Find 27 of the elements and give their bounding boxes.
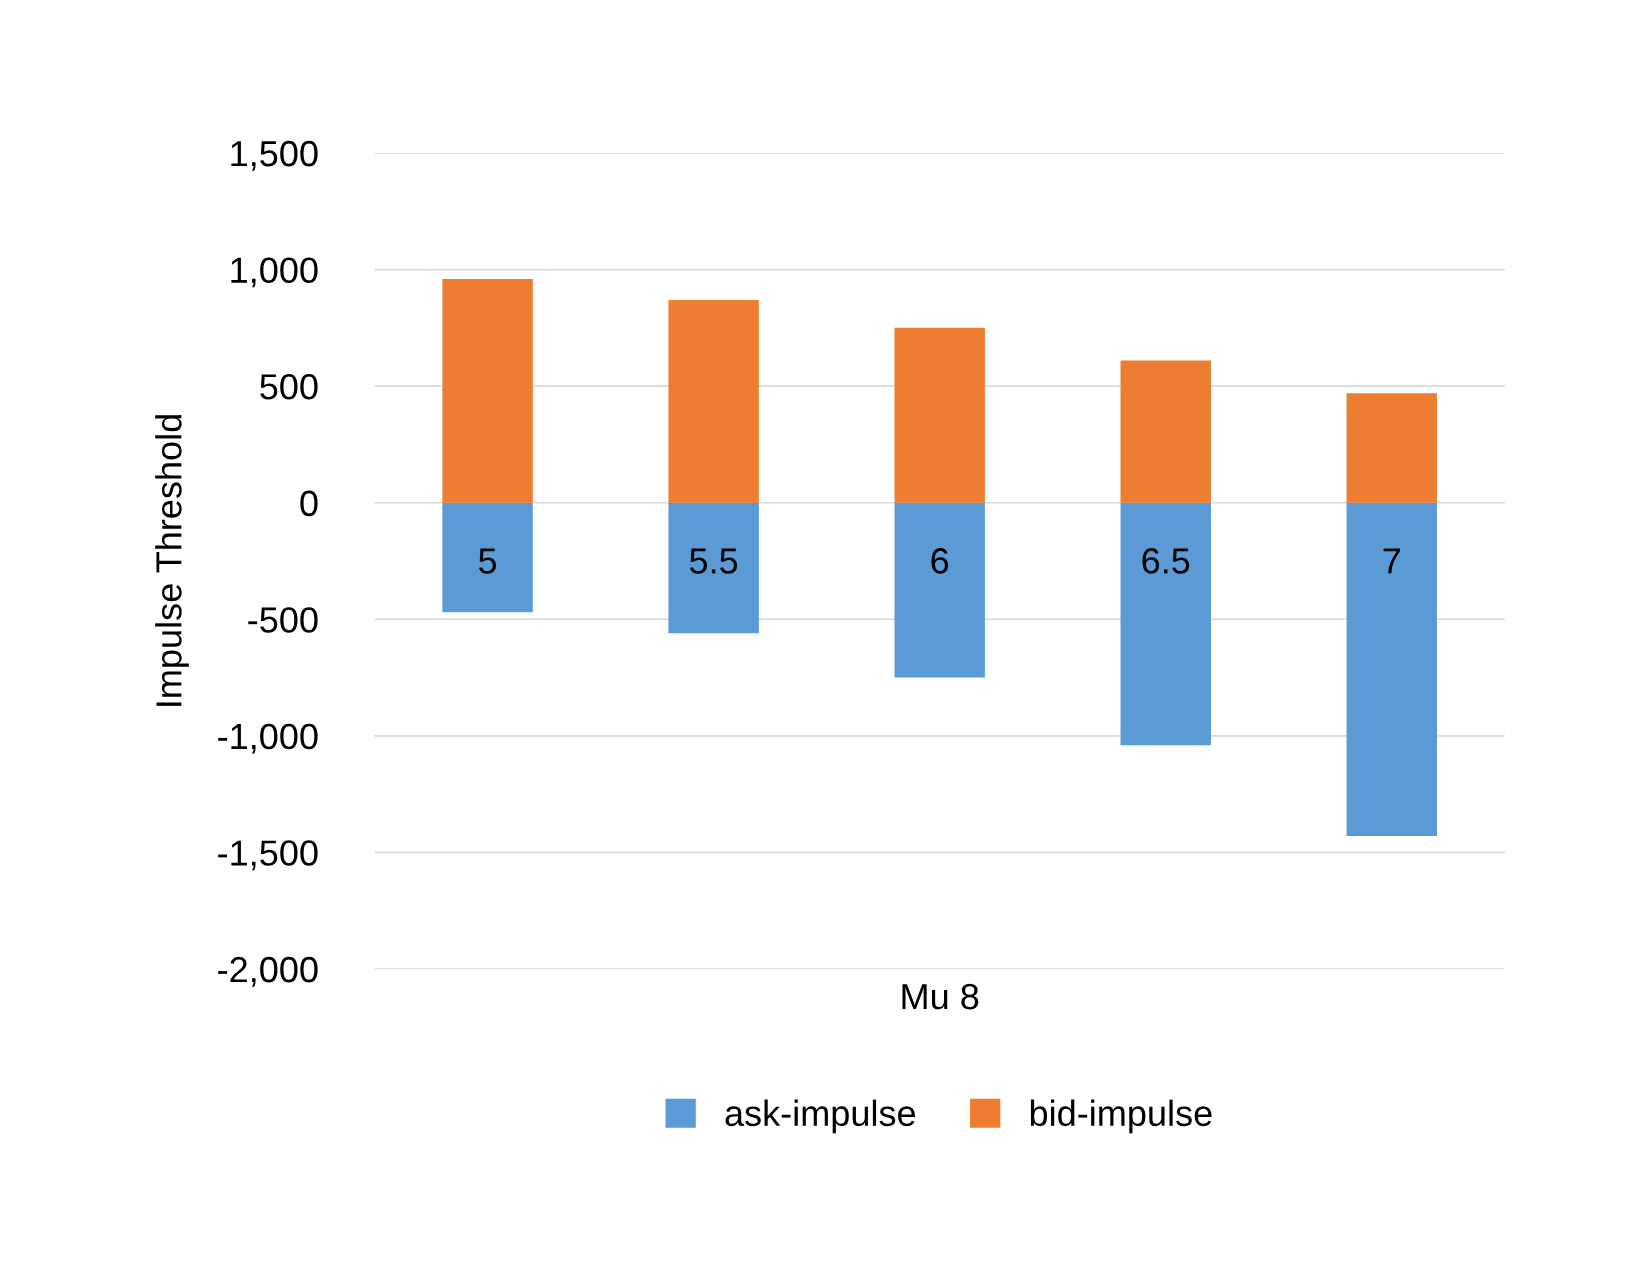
legend-label: ask-impulse [725, 1099, 915, 1134]
x-tick-label: 5.5 [689, 548, 738, 574]
bar [894, 502, 985, 678]
y-tick-label: 500 [260, 374, 318, 400]
legend-label: bid-impulse [1030, 1099, 1212, 1134]
bar [442, 502, 533, 613]
x-tick-label: 6 [931, 548, 949, 574]
y-tick-label: -2,000 [218, 956, 318, 987]
x-tick-label: 6.5 [1142, 548, 1190, 574]
y-tick-label: -1,500 [218, 840, 318, 871]
y-axis-title: Impulse Threshold [155, 415, 189, 706]
bar [1346, 502, 1437, 837]
bar [1346, 393, 1437, 503]
bar [668, 299, 759, 503]
x-tick-label: 5 [478, 548, 497, 574]
x-tick-label: 7 [1383, 548, 1400, 574]
bar [668, 502, 759, 634]
y-tick-label: -1,000 [218, 723, 318, 754]
bar [1120, 502, 1211, 746]
bar [1120, 360, 1211, 503]
y-tick-label: -500 [248, 607, 318, 633]
y-tick-label: 0 [300, 490, 318, 517]
bar [894, 327, 985, 503]
x-axis-title: Mu 8 [902, 983, 979, 1010]
bar [442, 278, 533, 503]
y-tick-label: 1,500 [231, 140, 318, 171]
y-tick-label: 1,000 [231, 257, 318, 288]
